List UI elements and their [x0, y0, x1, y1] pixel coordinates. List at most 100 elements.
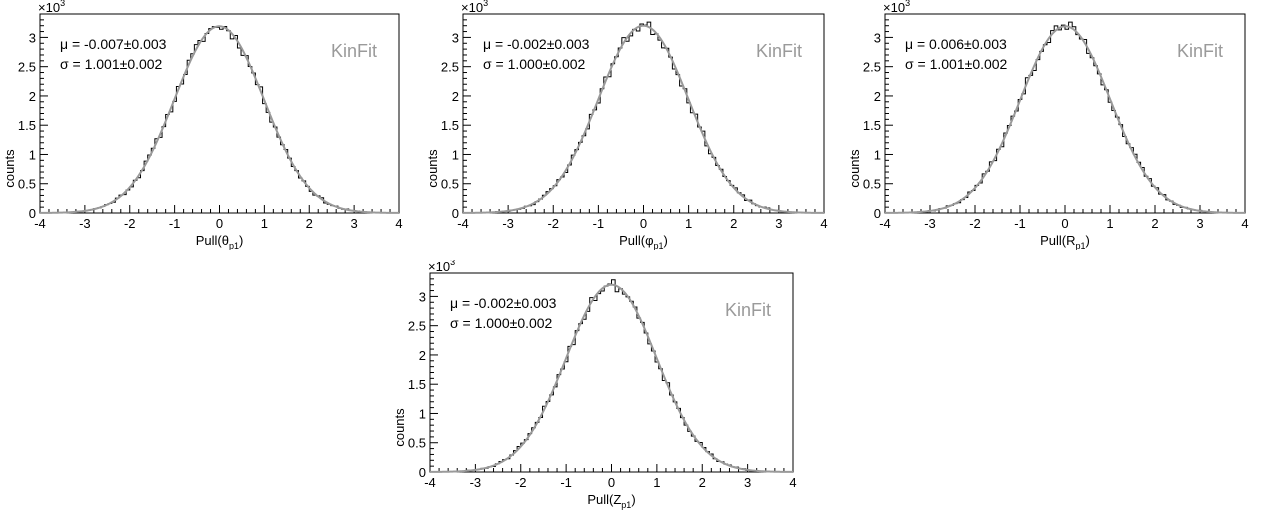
fit-sigma-text: σ = 1.000±0.002	[483, 56, 586, 72]
gaussian-fit-curve	[884, 25, 1245, 214]
x-tick-label: -4	[34, 216, 46, 231]
chart-panel-top-left: -4 -3 -2 -1 0 1 2 3 4 0 0.5 1 1.5 2 2.5 3 ×103 counts Pull…	[0, 0, 420, 255]
x-tick-label: 2	[306, 216, 313, 231]
x-axis-label: Pull(θp1)	[196, 233, 244, 250]
pull-histogram-chart: -4 -3 -2 -1 0 1 2 3 4 0 0.5 1 1.5 2 2.5 3 ×103 counts Pull…	[392, 257, 797, 510]
y-tick-label: 1	[874, 147, 881, 162]
chart-panel-top-middle: -4 -3 -2 -1 0 1 2 3 4 0 0.5 1 1.5 2 2.5 3 ×103 counts Pull…	[425, 0, 845, 255]
y-tick-label: 0.5	[18, 177, 36, 192]
y-tick-label: 0	[29, 206, 36, 221]
x-tick-label: 3	[1196, 216, 1203, 231]
x-tick-label: 4	[1241, 216, 1248, 231]
x-tick-label: -4	[879, 216, 891, 231]
y-tick-label: 2.5	[408, 319, 426, 334]
x-tick-label: -3	[79, 216, 91, 231]
x-tick-label: -2	[124, 216, 136, 231]
x-tick-label: -4	[457, 216, 469, 231]
x-tick-label: 1	[1106, 216, 1113, 231]
x-tick-label: 1	[261, 216, 268, 231]
x-tick-label: -3	[470, 475, 482, 490]
y-tick-label: 3	[419, 289, 426, 304]
x-tick-label: 3	[351, 216, 358, 231]
pull-histogram-chart: -4 -3 -2 -1 0 1 2 3 400.511.522.53×103countsPull…	[847, 0, 1249, 251]
y-tick-label: 2.5	[441, 60, 459, 75]
x-tick-label: 2	[1151, 216, 1158, 231]
y-tick-label: 3	[29, 30, 36, 45]
x-tick-label: -1	[1014, 216, 1026, 231]
y-tick-label: 1	[452, 147, 459, 162]
kinfit-label: KinFit	[1177, 41, 1223, 61]
chart-panel-bottom-center: -4 -3 -2 -1 0 1 2 3 4 0 0.5 1 1.5 2 2.5 3 ×103 counts Pull…	[392, 257, 812, 516]
x-tick-label: 0	[608, 475, 615, 490]
y-tick-label: 2.5	[18, 60, 36, 75]
fit-sigma-text: σ = 1.001±0.002	[60, 56, 163, 72]
x-tick-label: -2	[969, 216, 981, 231]
x-tick-label: -1	[593, 216, 605, 231]
x-tick-label: -2	[547, 216, 559, 231]
y-tick-label: 0.5	[863, 177, 881, 192]
x-axis-label: Pull(Rp1)	[1040, 233, 1090, 250]
fit-mean-text: μ = 0.006±0.003	[905, 36, 1007, 52]
kinfit-label: KinFit	[725, 300, 771, 320]
y-axis-label: counts	[848, 149, 862, 188]
x-tick-label: -3	[924, 216, 936, 231]
x-tick-label: 3	[744, 475, 751, 490]
x-tick-label: -1	[169, 216, 181, 231]
x-tick-label: 0	[640, 216, 647, 231]
x-tick-label: 1	[685, 216, 692, 231]
x-tick-label: -2	[515, 475, 527, 490]
y-tick-label: 1	[419, 406, 426, 421]
y-axis-multiplier: ×103	[428, 260, 455, 274]
y-tick-label: 1	[29, 147, 36, 162]
gaussian-fit-curve	[429, 283, 794, 473]
y-tick-label: 0	[419, 465, 426, 480]
x-tick-label: 4	[820, 216, 827, 231]
x-axis-label: Pull(φp1)	[619, 233, 668, 250]
y-axis-multiplier: ×103	[38, 0, 65, 15]
fit-mean-text: μ = -0.002±0.003	[483, 36, 590, 52]
x-tick-label: 4	[789, 475, 796, 490]
y-tick-label: 3	[452, 30, 459, 45]
y-tick-label: 3	[874, 30, 881, 45]
x-tick-label: 1	[653, 475, 660, 490]
x-tick-label: -3	[502, 216, 514, 231]
gaussian-fit-curve	[462, 24, 825, 214]
x-tick-label: 2	[699, 475, 706, 490]
y-tick-label: 1.5	[441, 118, 459, 133]
y-axis-multiplier: ×103	[461, 0, 488, 15]
y-axis-label: counts	[392, 408, 407, 447]
kinfit-label: KinFit	[331, 41, 377, 61]
pull-histogram-chart: -4 -3 -2 -1 0 1 2 3 400.511.522.53×103countsPull…	[2, 0, 403, 251]
y-tick-label: 2	[419, 348, 426, 363]
kinfit-label: KinFit	[756, 41, 802, 61]
y-tick-label: 2.5	[863, 60, 881, 75]
y-axis-multiplier: ×103	[883, 0, 910, 15]
y-tick-label: 1.5	[863, 118, 881, 133]
fit-sigma-text: σ = 1.000±0.002	[450, 315, 553, 331]
x-tick-label: 3	[775, 216, 782, 231]
y-axis-label: counts	[425, 149, 440, 188]
x-tick-label: 0	[216, 216, 223, 231]
y-tick-label: 2	[29, 89, 36, 104]
y-tick-label: 1.5	[408, 377, 426, 392]
fit-mean-text: μ = -0.007±0.003	[60, 36, 167, 52]
fit-sigma-text: σ = 1.001±0.002	[905, 56, 1008, 72]
gaussian-fit-curve	[40, 25, 400, 214]
y-tick-label: 0.5	[441, 177, 459, 192]
y-tick-label: 1.5	[18, 118, 36, 133]
y-axis-label: counts	[2, 149, 17, 188]
x-tick-label: -1	[560, 475, 572, 490]
y-tick-label: 0.5	[408, 436, 426, 451]
y-tick-label: 0	[874, 206, 881, 221]
fit-mean-text: μ = -0.002±0.003	[450, 295, 557, 311]
x-tick-label: 4	[395, 216, 402, 231]
chart-panel-top-right: -4 -3 -2 -1 0 1 2 3 4 0 0.5 1 1.5 2 2.5 3 ×103 counts Pull…	[847, 0, 1268, 255]
x-axis-label: Pull(Zp1)	[587, 492, 635, 510]
x-tick-label: -4	[424, 475, 436, 490]
y-tick-label: 2	[874, 89, 881, 104]
pull-histogram-chart: -4 -3 -2 -1 0 1 2 3 400.511.522.53×103countsPull…	[425, 0, 828, 251]
y-tick-label: 2	[452, 89, 459, 104]
x-tick-label: 2	[730, 216, 737, 231]
x-tick-label: 0	[1061, 216, 1068, 231]
y-tick-label: 0	[452, 206, 459, 221]
